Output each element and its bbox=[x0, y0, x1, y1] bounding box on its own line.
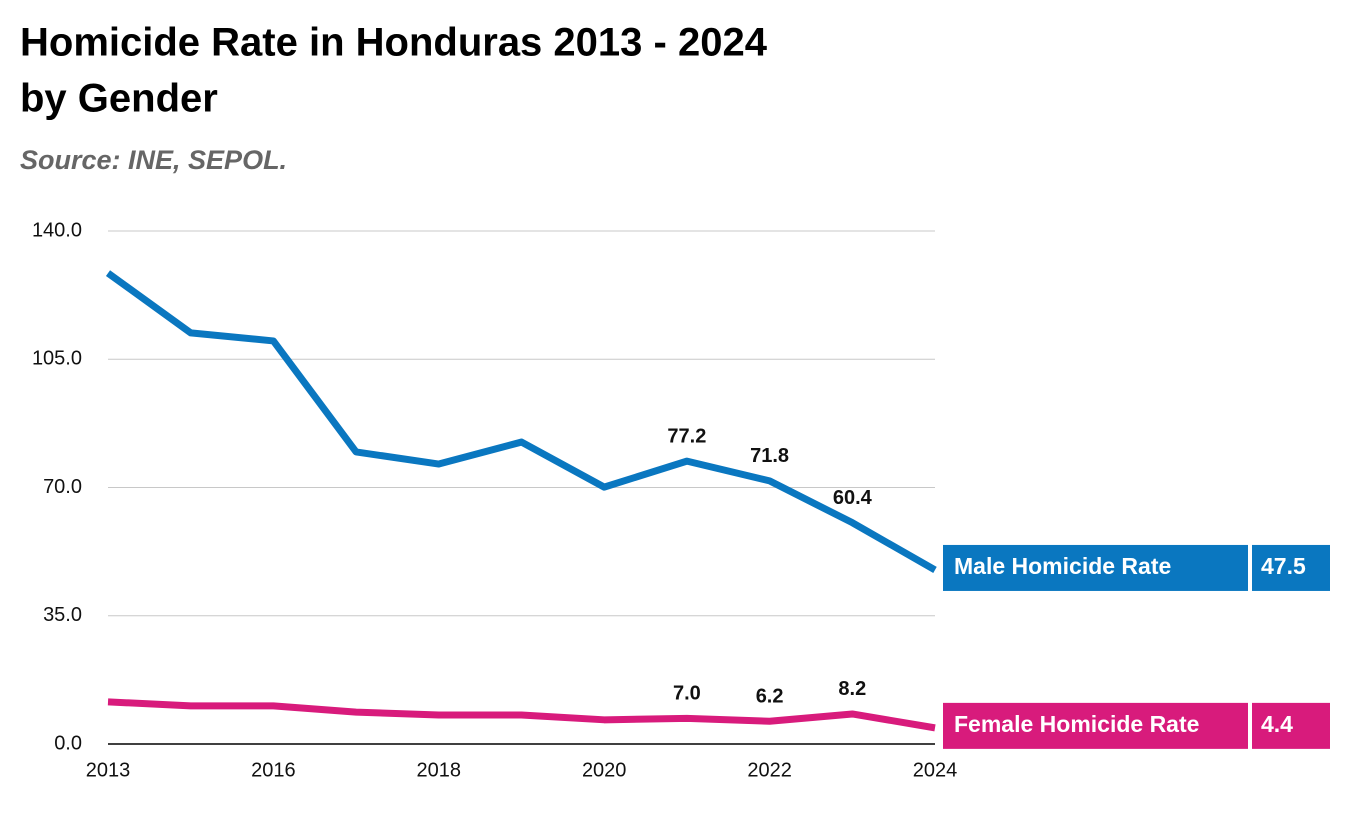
x-tick-label: 2018 bbox=[417, 759, 462, 781]
legend-label: Male Homicide Rate bbox=[954, 553, 1171, 579]
legend-box bbox=[943, 544, 1248, 591]
data-label: 7.0 bbox=[673, 683, 701, 705]
x-tick-label: 2024 bbox=[913, 759, 958, 781]
line bbox=[107, 698, 936, 732]
x-tick-label: 2016 bbox=[251, 759, 296, 781]
y-tick-label: 35.0 bbox=[43, 604, 82, 626]
end-label: 47.5 bbox=[1261, 553, 1306, 579]
legend-box bbox=[943, 702, 1248, 749]
legend-value-box bbox=[1252, 702, 1330, 749]
y-tick-label: 105.0 bbox=[32, 348, 82, 370]
data-label: 71.8 bbox=[750, 445, 789, 467]
data-label: 77.2 bbox=[667, 425, 706, 447]
y-tick-label: 0.0 bbox=[54, 732, 82, 754]
chart-subtitle: Source: INE, SEPOL. bbox=[20, 145, 287, 175]
data-label: 60.4 bbox=[833, 487, 873, 509]
x-tick-label: 2022 bbox=[747, 759, 792, 781]
y-tick-label: 140.0 bbox=[32, 219, 82, 241]
data-label: 8.2 bbox=[838, 678, 866, 700]
line bbox=[105, 270, 937, 573]
x-tick-label: 2020 bbox=[582, 759, 627, 781]
end-label: 4.4 bbox=[1261, 711, 1293, 737]
y-tick-label: 70.0 bbox=[43, 476, 82, 498]
legend-value-box bbox=[1252, 544, 1330, 591]
data-label: 6.2 bbox=[756, 686, 784, 708]
chart-title: by Gender bbox=[20, 77, 218, 121]
legend-label: Female Homicide Rate bbox=[954, 711, 1199, 737]
chart-title: Homicide Rate in Honduras 2013 - 2024 bbox=[20, 21, 768, 65]
x-tick-label: 2013 bbox=[86, 759, 131, 781]
